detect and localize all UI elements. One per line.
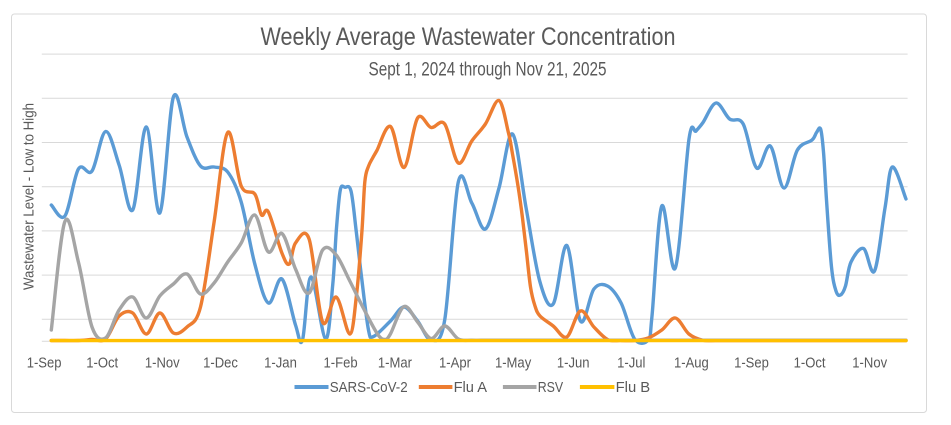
svg-text:1-Nov: 1-Nov — [145, 356, 180, 372]
svg-text:1-Sep: 1-Sep — [734, 356, 769, 372]
svg-text:1-May: 1-May — [495, 356, 532, 372]
svg-text:Sept 1, 2024 through Nov 21, 2: Sept 1, 2024 through Nov 21, 2025 — [369, 60, 607, 81]
svg-text:1-Oct: 1-Oct — [794, 356, 826, 372]
svg-text:1-Dec: 1-Dec — [203, 356, 238, 372]
svg-text:1-Jun: 1-Jun — [557, 356, 590, 372]
svg-text:1-Apr: 1-Apr — [439, 356, 471, 372]
svg-text:1-Jul: 1-Jul — [617, 356, 645, 372]
svg-text:1-Mar: 1-Mar — [378, 356, 412, 372]
svg-text:Flu A: Flu A — [454, 379, 487, 396]
svg-text:SARS-CoV-2: SARS-CoV-2 — [330, 379, 408, 396]
svg-text:1-Sep: 1-Sep — [27, 356, 62, 372]
svg-text:1-Jan: 1-Jan — [264, 356, 297, 372]
svg-text:1-Aug: 1-Aug — [674, 356, 709, 372]
svg-text:Wastewater Level - Low to High: Wastewater Level - Low to High — [22, 103, 38, 290]
svg-text:Weekly Average Wastewater Conc: Weekly Average Wastewater Concentration — [261, 23, 676, 51]
svg-text:Flu B: Flu B — [616, 379, 651, 396]
svg-text:1-Oct: 1-Oct — [86, 356, 118, 372]
svg-text:RSV: RSV — [538, 379, 563, 396]
svg-text:1-Nov: 1-Nov — [852, 356, 887, 372]
svg-text:1-Feb: 1-Feb — [324, 356, 358, 372]
